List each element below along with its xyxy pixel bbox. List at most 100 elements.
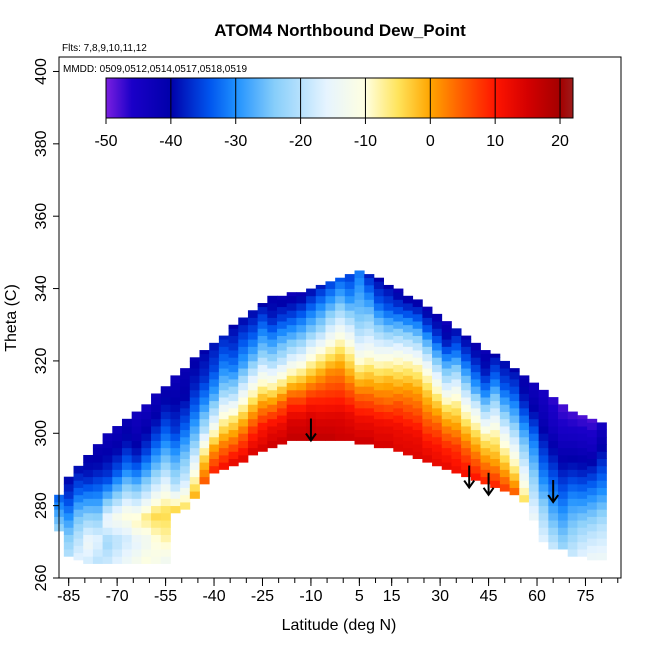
heatmap-cell [548,469,559,478]
heatmap-cell [596,480,607,488]
heatmap-cell [470,415,481,423]
heatmap-cell [92,549,103,557]
heatmap-cell [238,454,249,463]
heatmap-cell [567,541,578,550]
y-tick-label: 360 [33,203,50,230]
heatmap-cell [344,339,355,347]
heatmap-cell [480,350,491,355]
heatmap-cell [151,469,162,478]
heatmap-cell [296,346,307,355]
heatmap-cell [92,476,103,485]
heatmap-cell [354,306,365,315]
heatmap-cell [538,454,549,463]
heatmap-cell [238,382,249,391]
heatmap-cell [296,382,307,391]
heatmap-cell [412,407,423,416]
heatmap-cell [121,426,133,434]
heatmap-cell [238,360,249,369]
heatmap-cell [315,303,326,311]
heatmap-cell [354,371,365,380]
heatmap-cell [441,397,452,405]
heatmap-cell [121,527,133,535]
heatmap-cell [596,422,607,431]
heatmap-cell [180,422,191,431]
heatmap-cell [373,281,384,289]
heatmap-cell [548,454,559,463]
heatmap-cell [354,429,365,438]
heatmap-cell [490,465,501,474]
heatmap-cell [141,527,152,535]
heatmap-cell [151,527,162,535]
heatmap-cell [412,400,423,409]
heatmap-cell [548,505,559,514]
heatmap-cell [587,418,598,423]
heatmap-cell [422,310,433,318]
heatmap-cell [189,397,200,405]
heatmap-cell [277,429,288,438]
colorbar-tick-label: -50 [94,133,117,150]
heatmap-cell [180,502,191,510]
heatmap-cell [102,476,113,485]
heatmap-cell [480,426,491,434]
heatmap-cell [470,473,481,481]
heatmap-cell [296,303,307,311]
heatmap-cell [286,331,297,340]
heatmap-cell [286,368,297,376]
heatmap-cell [257,303,268,308]
heatmap-cell [277,386,288,394]
heatmap-cell [228,451,239,460]
heatmap-cell [432,357,443,365]
heatmap-cell [558,498,569,507]
heatmap-cell [170,476,181,485]
heatmap-cell [102,549,113,557]
heatmap-cell [412,436,423,445]
heatmap-cell [587,429,598,438]
heatmap-cell [131,498,142,507]
flights-label: Flts: 7,8,9,10,11,12 [62,43,147,54]
heatmap-cell [373,317,384,326]
heatmap-cell [596,436,607,445]
heatmap-cell [596,429,607,438]
heatmap-cell [286,411,297,420]
heatmap-cell [480,476,491,485]
marker-arrow [547,480,559,504]
heatmap-cell [558,447,569,456]
heatmap-cell [538,411,549,420]
heatmap-cell [257,313,268,322]
heatmap-cell [160,549,171,557]
heatmap-cell [499,462,510,470]
heatmap-cell [364,407,375,416]
heatmap-cell [528,397,540,405]
heatmap-cell [402,389,414,398]
heatmap-cell [335,303,346,311]
heatmap-cell [112,476,123,485]
heatmap-cell [267,375,278,384]
heatmap-cell [112,491,123,499]
heatmap-cell [383,288,394,297]
heatmap-cell [257,407,268,416]
heatmap-cell [160,418,171,427]
heatmap-cell [412,342,423,351]
heatmap-cell [470,444,481,452]
heatmap-cell [480,360,491,369]
heatmap-cell [422,454,433,463]
heatmap-cell [238,353,249,362]
heatmap-cell [83,505,94,514]
heatmap-cell [499,440,510,449]
heatmap-cell [180,371,191,380]
heatmap-cell [267,303,278,311]
heatmap-cell [131,411,142,420]
heatmap-cell [296,433,307,441]
heatmap-cell [325,281,336,289]
heatmap-cell [218,353,229,362]
heatmap-cell [587,523,598,532]
heatmap-cell [199,469,210,478]
heatmap-cell [267,346,278,355]
heatmap-cell [296,418,307,427]
heatmap-cell [267,404,278,412]
heatmap-cell [509,444,520,452]
heatmap-cell [209,436,220,445]
heatmap-cell [596,494,607,503]
heatmap-cell [131,418,142,427]
heatmap-cell [83,556,94,564]
